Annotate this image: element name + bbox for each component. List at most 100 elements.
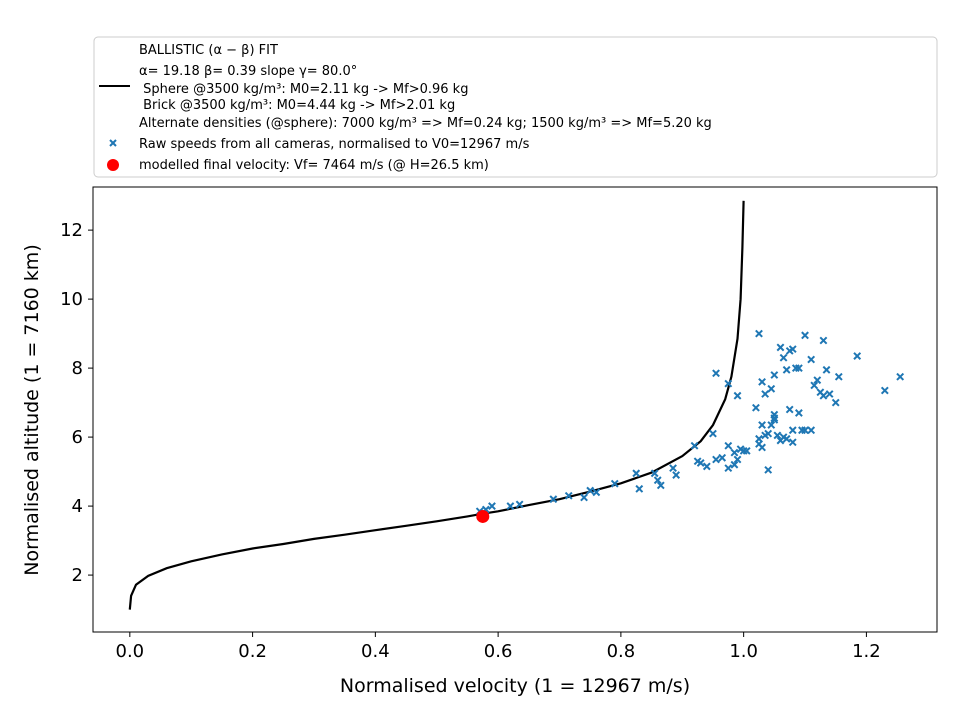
raw-speed-point [880,386,889,395]
raw-speed-point [690,441,699,450]
raw-speed-point [672,471,681,479]
raw-speed-point [758,443,766,452]
raw-speed-point [801,331,809,340]
raw-speed-point [724,464,733,473]
legend-final-marker-icon [107,159,119,171]
x-axis-label: Normalised velocity (1 = 12967 m/s) [340,675,690,697]
raw-speed-point [831,398,840,407]
raw-speed-point [782,365,791,374]
plot-area [92,186,938,633]
raw-speed-point [488,502,496,510]
raw-speed-point [807,355,816,364]
raw-speed-point [764,465,773,474]
legend-fit-params: α= 19.18 β= 0.39 slope γ= 80.0° [139,64,357,79]
raw-speed-point [724,379,733,388]
raw-speed-point [610,479,619,488]
legend-x-marker-icon [109,139,117,147]
raw-speed-point [785,405,794,414]
raw-speed-point [653,476,662,485]
raw-speed-point [742,446,751,455]
raw-speed-point [730,448,739,457]
raw-speed-point [592,488,601,497]
x-tick-label: 0.0 [116,641,145,662]
raw-speed-point [515,500,524,509]
raw-speed-point [564,491,573,500]
final-velocity-point [476,509,490,523]
y-axis-ticks: 2 4 6 8 10 12 [60,220,93,586]
raw-speed-point [773,431,782,440]
x-axis-ticks: 0.0 0.2 0.4 0.6 0.8 1.0 1.2 [116,632,881,662]
y-tick-label: 6 [72,427,83,448]
legend-frame [93,36,938,178]
raw-speed-point [767,421,776,429]
fit-curve-group [128,200,745,610]
raw-speed-point [764,429,773,438]
y-tick-label: 2 [72,565,83,586]
x-tick-label: 0.2 [238,641,267,662]
legend-fit-title: BALLISTIC (α − β) FIT [139,43,278,58]
raw-speed-point [733,455,742,464]
x-tick-label: 0.8 [607,641,636,662]
raw-speed-point [770,414,779,423]
raw-points-group [475,329,905,516]
raw-speed-point [810,381,819,390]
raw-speed-point [788,426,797,435]
x-tick-label: 1.0 [729,641,758,662]
legend: BALLISTIC (α − β) FIT α= 19.18 β= 0.39 s… [93,36,938,178]
x-tick-label: 0.6 [484,641,513,662]
raw-speed-point [801,426,809,435]
raw-speed-point [650,469,659,478]
y-tick-label: 4 [72,496,83,517]
y-axis-label: Normalised altitude (1 = 7160 km) [21,244,43,575]
raw-speed-point [761,390,770,398]
raw-speed-point [656,481,665,490]
raw-speed-point [794,409,803,417]
raw-speed-point [807,426,816,435]
raw-speed-point [752,403,760,412]
x-tick-label: 1.2 [852,641,881,662]
raw-speed-point [712,369,720,378]
raw-speed-point [896,372,905,381]
raw-speed-point [580,493,588,502]
raw-speed-point [822,365,831,374]
ballistic-fit-line [128,200,745,610]
raw-speed-point [794,364,803,373]
raw-speed-point [702,462,711,471]
legend-raw-label: Raw speeds from all cameras, normalised … [139,137,530,152]
final-point-group [476,509,490,523]
raw-speed-point [632,469,641,478]
raw-speed-point [718,453,727,462]
raw-speed-point [813,376,822,385]
raw-speed-point [586,486,595,495]
raw-speed-point [779,353,788,362]
legend-sphere-line: Sphere @3500 kg/m³: M0=2.11 kg -> Mf>0.9… [139,82,468,97]
legend-alt-densities: Alternate densities (@sphere): 7000 kg/m… [139,116,712,131]
legend-final-label: modelled final velocity: Vf= 7464 m/s (@… [139,158,489,173]
raw-speed-point [788,345,797,354]
raw-speed-point [758,377,766,386]
raw-speed-point [776,343,785,352]
raw-speed-point [755,329,763,338]
raw-speed-point [853,352,862,360]
y-tick-label: 12 [60,220,83,241]
raw-speed-point [819,391,828,400]
raw-speed-point [819,336,828,345]
raw-speed-point [733,391,742,400]
raw-speed-point [730,460,739,469]
legend-brick-line: Brick @3500 kg/m³: M0=4.44 kg -> Mf>2.01… [139,98,455,113]
raw-speed-point [758,421,766,429]
raw-speed-point [712,455,720,464]
raw-speed-point [770,371,779,379]
y-tick-label: 8 [72,358,83,379]
raw-speed-point [635,484,644,493]
raw-speed-point [506,502,515,510]
raw-speed-point [549,495,558,504]
y-tick-label: 10 [60,289,83,310]
raw-speed-point [782,434,791,443]
raw-speed-point [724,441,733,450]
raw-speed-point [767,384,776,393]
raw-speed-point [709,429,717,438]
raw-speed-point [834,372,843,381]
raw-speed-point [788,438,797,447]
